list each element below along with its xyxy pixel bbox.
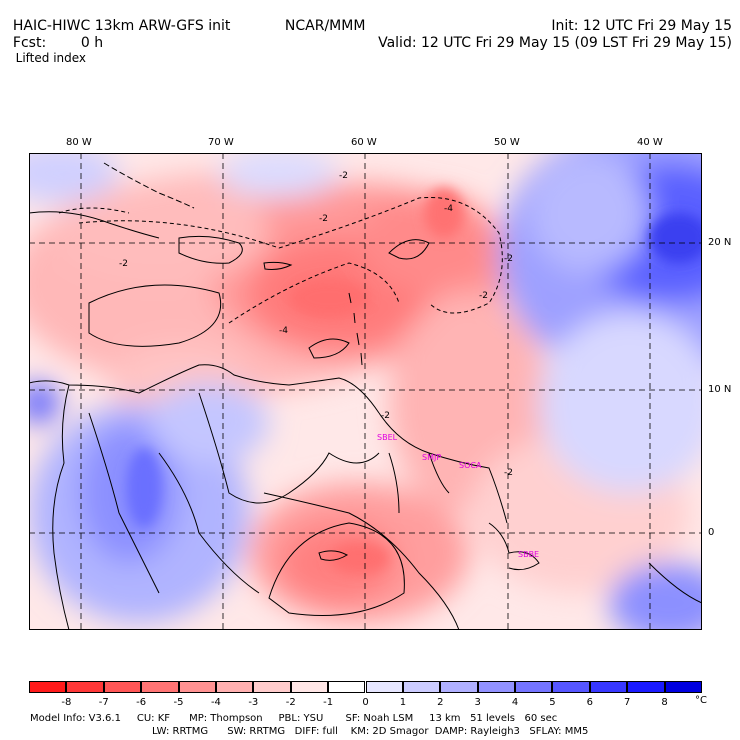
colorbar-swatch (328, 681, 366, 693)
map-frame (29, 153, 702, 630)
field-name: Lifted index (15, 51, 87, 65)
colorbar-swatch (253, 681, 291, 693)
forecast-label: Fcst: (12, 35, 47, 51)
colorbar-tick: -2 (285, 697, 296, 708)
colorbar-swatch (290, 681, 329, 693)
colorbar-tick: -6 (136, 697, 147, 708)
colorbar-tick: 5 (549, 697, 556, 708)
colorbar-tick: -4 (210, 697, 221, 708)
init-time: Init: 12 UTC Fri 29 May 15 (551, 18, 732, 34)
model-title: HAIC-HIWC 13km ARW-GFS init (12, 18, 231, 34)
colorbar-tick: -1 (323, 697, 334, 708)
colorbar-tick: 6 (586, 697, 594, 708)
colorbar-tick: 1 (399, 697, 407, 708)
colorbar-tick: 0 (362, 697, 369, 708)
colorbar-swatch (627, 681, 665, 693)
colorbar-swatch (66, 681, 104, 693)
colorbar-swatch (552, 681, 590, 693)
lat-label: 10 N (708, 384, 732, 395)
colorbar-swatch (29, 681, 67, 693)
station-label: SMJP (422, 453, 441, 462)
colorbar-swatch (215, 681, 254, 693)
colorbar-swatch (664, 681, 702, 693)
contour-label: -2 (339, 171, 348, 181)
colorbar-swatch (515, 681, 553, 693)
colorbar-swatch (178, 681, 216, 693)
colorbar-tick: 4 (511, 697, 519, 708)
colorbar-tick: -5 (173, 697, 184, 708)
colorbar-unit: °C (695, 695, 707, 706)
lon-label: 60 W (351, 137, 377, 148)
lifted-index-map: -2 -2 -2 -2 -2 -2 -2 -4 -4 (29, 153, 702, 630)
colorbar-swatch (141, 681, 179, 693)
station-label: SBEL (377, 433, 398, 442)
contours (58, 196, 503, 616)
colorbar-tick: -8 (61, 697, 72, 708)
colorbar-swatch (365, 681, 403, 693)
lon-label: 40 W (637, 137, 663, 148)
contour-label: -2 (504, 254, 513, 264)
colorbar-swatch (103, 681, 142, 693)
lat-label: 20 N (708, 237, 732, 248)
contour-label: -2 (381, 411, 390, 421)
colorbar-swatch (440, 681, 478, 693)
forecast-hour: 0 h (80, 35, 104, 51)
map-canvas: -2 -2 -2 -2 -2 -2 -2 -4 -4 (29, 153, 702, 630)
lon-label: 50 W (494, 137, 520, 148)
lat-label: 0 (708, 527, 715, 538)
model-info-line1: Model Info: V3.6.1 CU: KF MP: Thompson P… (30, 713, 558, 724)
contour-label: -2 (504, 468, 513, 478)
organization: NCAR/MMM (284, 18, 366, 34)
colorbar-tick: -3 (248, 697, 259, 708)
colorbar-swatch (589, 681, 628, 693)
colorbar-tick: 2 (437, 697, 444, 708)
lon-label: 80 W (66, 137, 92, 148)
contour-label: -2 (479, 291, 488, 301)
colorbar-tick: 7 (624, 697, 631, 708)
colorbar-tick: 8 (661, 697, 668, 708)
station-label: SOCA (459, 461, 482, 470)
coastlines (29, 162, 702, 630)
colorbar-tick: -7 (98, 697, 109, 708)
colorbar-tick: 3 (474, 697, 481, 708)
colorbar-swatch (477, 681, 516, 693)
contour-label: -2 (319, 214, 328, 224)
valid-time: Valid: 12 UTC Fri 29 May 15 (09 LST Fri … (378, 35, 732, 51)
contour-label: -4 (279, 326, 288, 336)
contour-label: -4 (444, 204, 453, 214)
contour-label: -2 (119, 259, 128, 269)
lon-label: 70 W (208, 137, 234, 148)
graticule (29, 153, 702, 630)
colorbar-swatch (402, 681, 441, 693)
station-label: SBBE (518, 550, 539, 559)
model-info-line2: LW: RRTMG SW: RRTMG DIFF: full KM: 2D Sm… (152, 726, 589, 737)
